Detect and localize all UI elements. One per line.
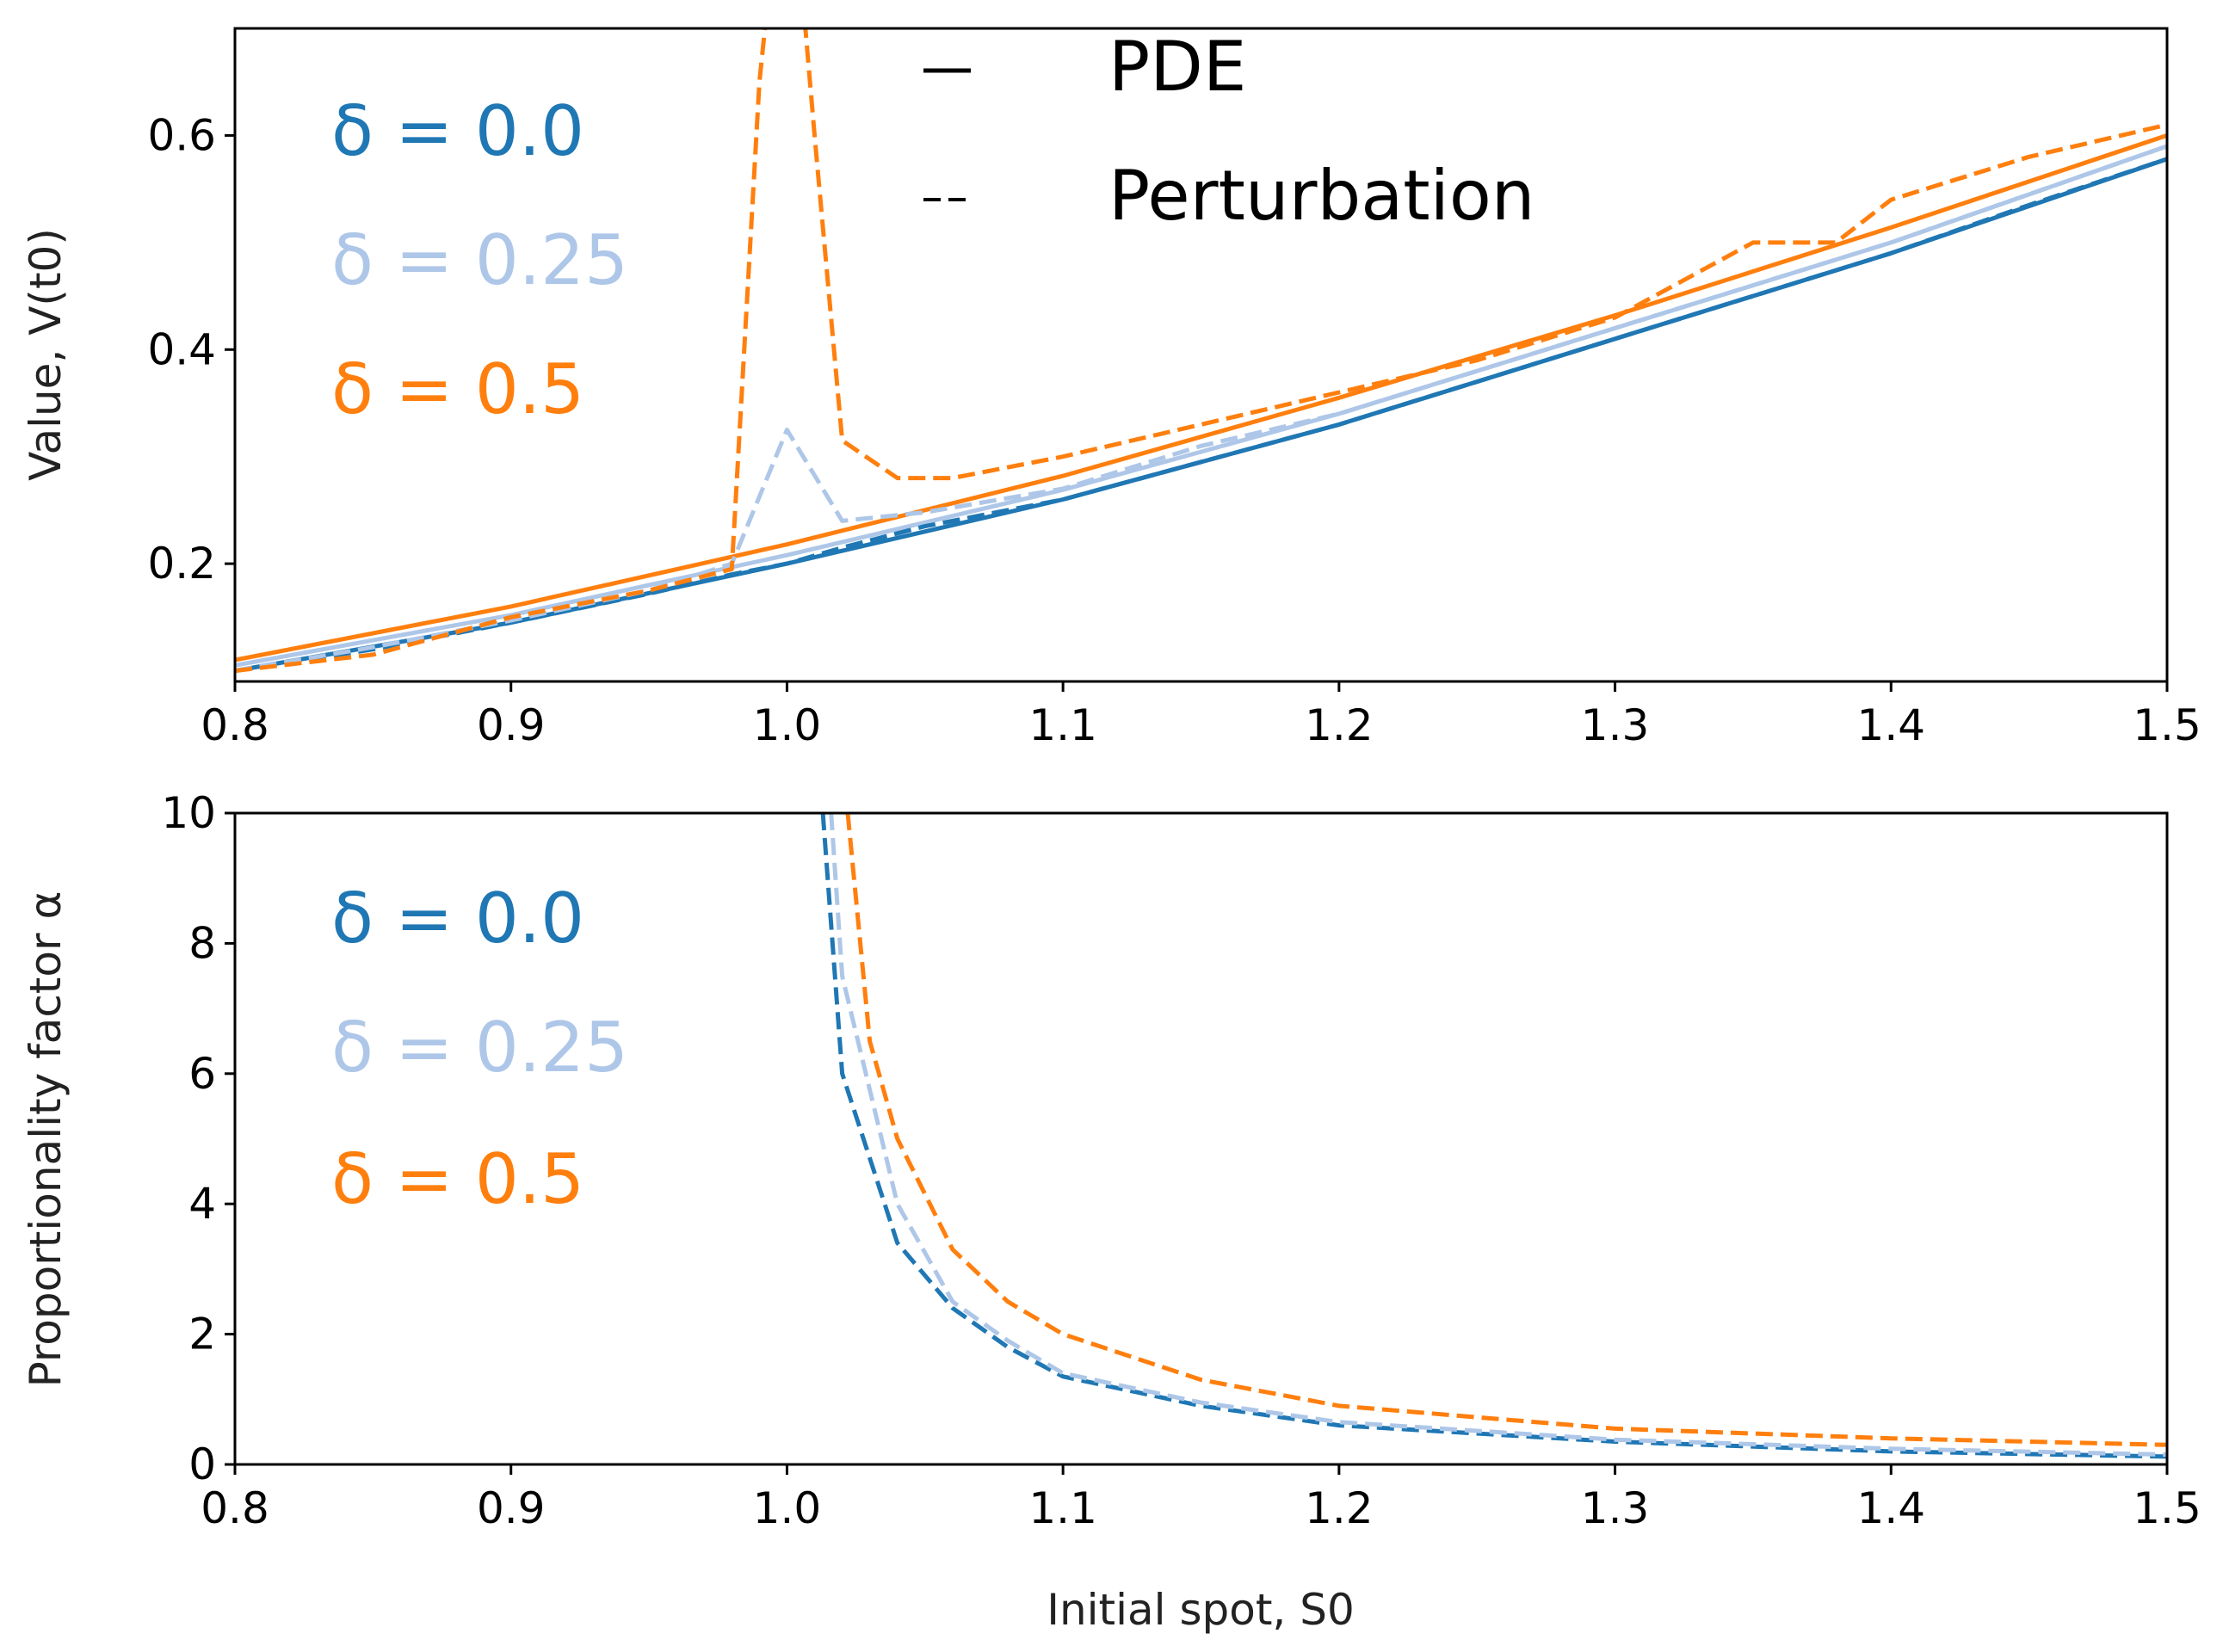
top-delta-0-label: δ = 0.0 <box>331 91 584 171</box>
bottom-x-tick-label-1: 0.9 <box>477 1483 546 1533</box>
top-series-group <box>235 28 2167 674</box>
bottom-series-line-1 <box>829 813 2167 1458</box>
bottom-y-tick-label-2: 4 <box>188 1179 216 1229</box>
legend-label-pde: PDE <box>1108 27 1246 107</box>
bottom-x-tick-label-5: 1.3 <box>1581 1483 1650 1533</box>
top-x-tick-label-0: 0.8 <box>201 700 269 750</box>
bottom-series-line-2 <box>845 813 2167 1447</box>
legend-label-perturbation: Perturbation <box>1108 156 1535 236</box>
top-x-tick-label-6: 1.4 <box>1857 700 1926 750</box>
bottom-y-tick-label-0: 0 <box>188 1439 216 1489</box>
bottom-series-group <box>820 813 2167 1459</box>
bottom-y-tick-label-1: 2 <box>188 1310 216 1359</box>
bottom-y-tick-label-4: 8 <box>188 918 216 968</box>
top-x-tick-label-2: 1.0 <box>753 700 822 750</box>
top-x-tick-label-4: 1.2 <box>1305 700 1374 750</box>
bottom-x-tick-label-0: 0.8 <box>201 1483 269 1533</box>
top-y-tick-label-0: 0.2 <box>147 539 216 589</box>
bottom-delta-025-label: δ = 0.25 <box>331 1008 628 1088</box>
top-panel: 0.8 0.9 1.0 1.1 1.2 1.3 1.4 1.5 0.2 0.4 0.6 Value,… <box>21 27 2201 750</box>
bottom-delta-05-label: δ = 0.5 <box>331 1139 584 1219</box>
top-y-axis-label: Value, V(t0) <box>21 228 71 481</box>
bottom-x-tick-label-4: 1.2 <box>1305 1483 1374 1533</box>
bottom-y-axis-label: Proportionality factor α <box>21 891 71 1388</box>
bottom-x-tick-label-2: 1.0 <box>753 1483 822 1533</box>
bottom-x-axis-label: Initial spot, S0 <box>1047 1585 1355 1635</box>
bottom-y-tick-label-3: 6 <box>188 1049 216 1099</box>
top-ticks-group: 0.8 0.9 1.0 1.1 1.2 1.3 1.4 1.5 0.2 0.4 0.6 <box>147 110 2201 750</box>
bottom-x-tick-label-3: 1.1 <box>1028 1483 1097 1533</box>
bottom-series-line-0 <box>820 813 2167 1459</box>
bottom-y-tick-label-5: 10 <box>161 788 216 838</box>
top-x-tick-label-3: 1.1 <box>1028 700 1097 750</box>
top-y-tick-label-1: 0.4 <box>147 324 216 374</box>
top-series-line-3 <box>235 157 2167 674</box>
top-series-line-5 <box>235 28 2167 674</box>
top-x-tick-label-5: 1.3 <box>1581 700 1650 750</box>
top-delta-025-label: δ = 0.25 <box>331 220 628 300</box>
bottom-axes-frame <box>233 811 2169 1466</box>
bottom-panel: 0.8 0.9 1.0 1.1 1.2 1.3 1.4 1.5 0 2 4 6 8 10 Proporti… <box>21 788 2201 1635</box>
top-series-line-2 <box>235 133 2167 663</box>
bottom-x-tick-label-6: 1.4 <box>1857 1483 1926 1533</box>
bottom-ticks-group: 0.8 0.9 1.0 1.1 1.2 1.3 1.4 1.5 0 2 4 6 8 10 <box>161 788 2201 1533</box>
top-x-tick-label-7: 1.5 <box>2133 700 2201 750</box>
top-x-tick-label-1: 0.9 <box>477 700 546 750</box>
bottom-x-tick-label-7: 1.5 <box>2133 1483 2201 1533</box>
bottom-delta-0-label: δ = 0.0 <box>331 878 584 959</box>
top-axes-frame <box>233 27 2169 683</box>
top-delta-05-label: δ = 0.5 <box>331 349 584 429</box>
top-y-tick-label-2: 0.6 <box>147 110 216 160</box>
